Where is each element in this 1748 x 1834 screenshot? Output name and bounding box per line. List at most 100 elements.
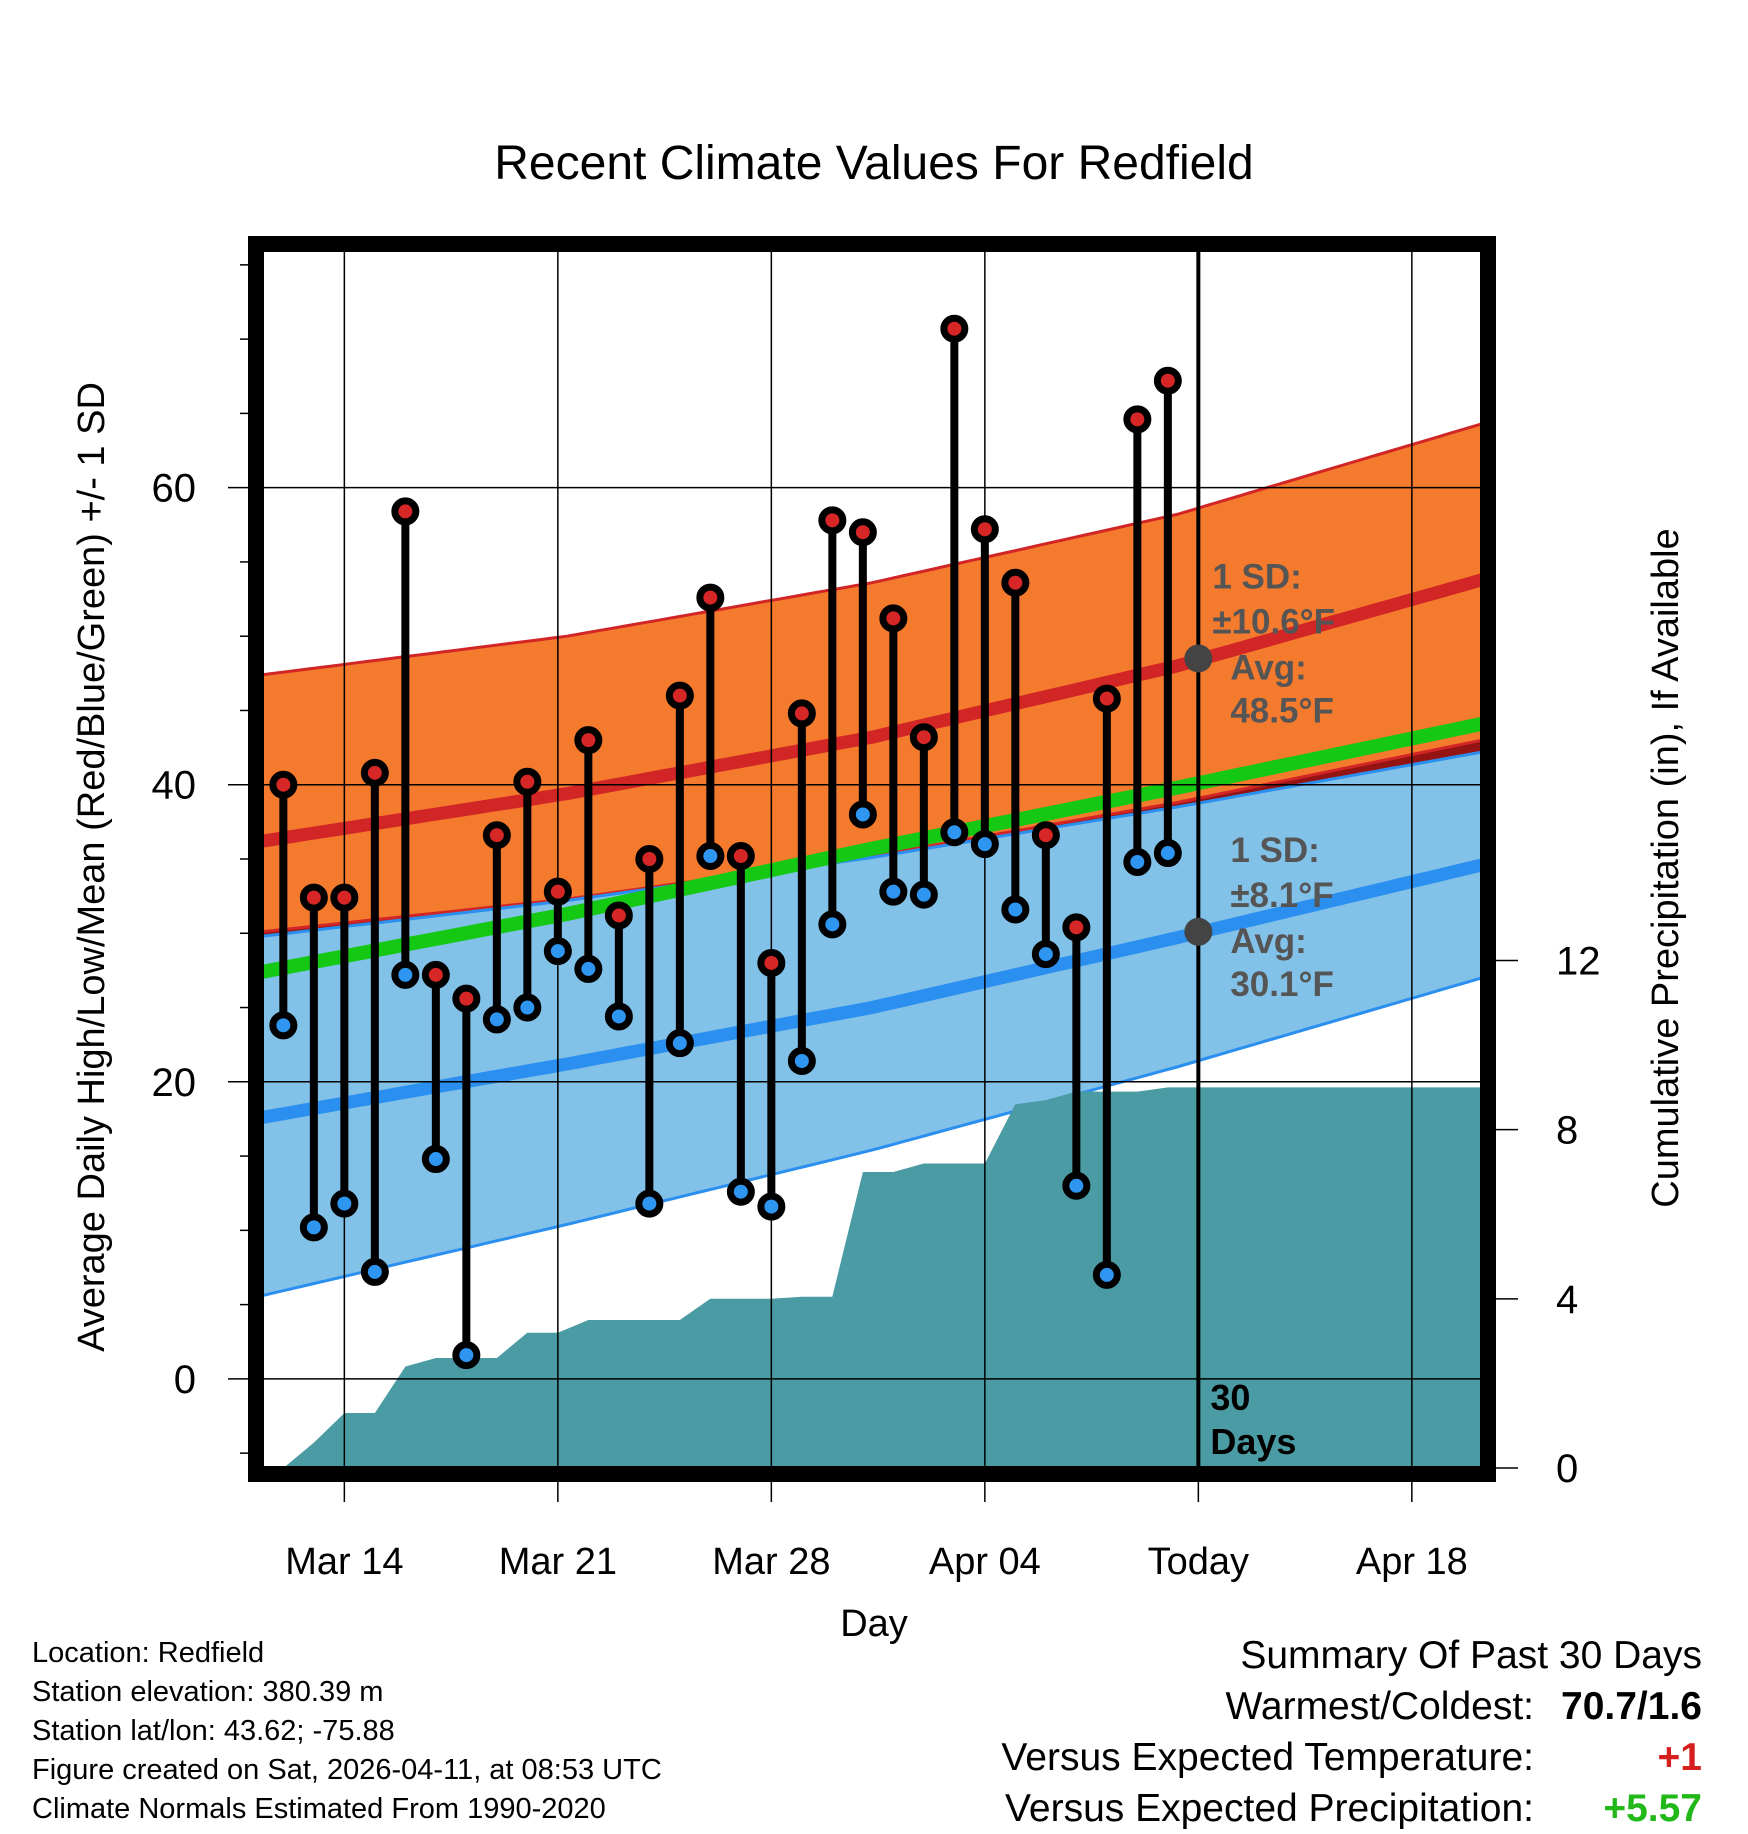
daily-high-marker <box>543 877 572 906</box>
warmest-coldest-value: 70.7/1.6 <box>1561 1685 1702 1728</box>
daily-low-marker <box>421 1145 450 1174</box>
daily-low-marker <box>269 1011 298 1040</box>
plot-area: 1 SD: ±10.6°F Avg: 48.5°F 1 SD: ±8.1°F Avg: 30.… <box>262 250 1482 1468</box>
daily-high-marker <box>696 583 725 612</box>
y-tick-label: 20 <box>152 1061 197 1105</box>
y-tick-label: 40 <box>152 764 197 808</box>
y2-axis-label: Cumulative Precipitation (in), If Availa… <box>1645 528 1687 1207</box>
daily-high-marker <box>421 960 450 989</box>
today-high-avg-marker <box>1184 644 1213 673</box>
y-tick-label: 0 <box>174 1358 196 1402</box>
daily-low-marker <box>299 1213 328 1242</box>
daily-low-marker <box>635 1189 664 1218</box>
daily-low-marker <box>909 880 938 909</box>
daily-high-marker <box>848 518 877 547</box>
normals-text: Climate Normals Estimated From 1990-2020 <box>32 1793 606 1825</box>
high-upper-line <box>262 422 1482 677</box>
daily-high-marker <box>1153 366 1182 395</box>
low-avg-value: 30.1°F <box>1230 965 1334 1004</box>
daily-low-marker <box>726 1177 755 1206</box>
daily-low-marker <box>1123 847 1152 876</box>
daily-high-marker <box>269 770 298 799</box>
high-avg-label: Avg: <box>1230 648 1306 687</box>
daily-low-marker <box>1062 1171 1091 1200</box>
x-tick-label: Today <box>1148 1541 1249 1583</box>
summary-panel: Summary Of Past 30 Days Warmest/Coldest:… <box>1001 1630 1702 1834</box>
daily-low-marker <box>604 1002 633 1031</box>
x-tick-label: Mar 21 <box>499 1541 617 1583</box>
plot-frame <box>248 236 1496 1482</box>
low-sd-band <box>262 752 1482 1296</box>
daily-low-marker <box>940 818 969 847</box>
daily-high-marker <box>818 506 847 535</box>
x-axis-label: Day <box>840 1603 908 1645</box>
daily-low-marker <box>1031 940 1060 969</box>
daily-high-marker <box>391 497 420 526</box>
precip-area <box>283 1087 1482 1468</box>
high-sd-label: 1 SD: <box>1212 557 1301 596</box>
days-count-label: 30 <box>1210 1377 1250 1418</box>
daily-low-marker <box>513 993 542 1022</box>
x-tick-label: Apr 18 <box>1356 1541 1468 1583</box>
low-sd-value: ±8.1°F <box>1230 876 1333 915</box>
daily-low-marker <box>757 1192 786 1221</box>
daily-low-marker <box>1153 839 1182 868</box>
daily-high-marker <box>360 758 389 787</box>
daily-low-marker <box>696 842 725 871</box>
daily-high-marker <box>299 883 328 912</box>
daily-low-marker <box>879 877 908 906</box>
daily-high-marker <box>665 681 694 710</box>
daily-high-marker <box>909 723 938 752</box>
temp-departure-value: +1 <box>1657 1736 1702 1779</box>
y2-tick-label: 0 <box>1556 1447 1578 1491</box>
daily-low-marker <box>391 960 420 989</box>
high-sd-band <box>262 423 1482 932</box>
y2-tick-label: 12 <box>1556 940 1601 984</box>
daily-high-marker <box>635 845 664 873</box>
low-avg-label: Avg: <box>1230 922 1306 961</box>
station-info: Location: Redfield Station elevation: 38… <box>32 1634 662 1829</box>
daily-low-marker <box>787 1047 816 1076</box>
y-axis-label: Average Daily High/Low/Mean (Red/Blue/Gr… <box>71 382 113 1352</box>
warmest-coldest-label: Warmest/Coldest: <box>1225 1685 1534 1728</box>
temp-departure-label: Versus Expected Temperature: <box>1001 1736 1534 1779</box>
daily-low-marker <box>330 1189 359 1218</box>
chart-title: Recent Climate Values For Redfield <box>494 137 1254 190</box>
daily-high-marker <box>879 604 908 633</box>
daily-low-marker <box>848 800 877 829</box>
daily-low-marker <box>360 1257 389 1286</box>
daily-high-marker <box>604 901 633 930</box>
daily-high-marker <box>787 699 816 728</box>
daily-high-marker <box>1062 913 1091 942</box>
x-tick-label: Mar 14 <box>285 1541 403 1583</box>
daily-low-marker <box>452 1341 481 1370</box>
elevation-text: Station elevation: 380.39 m <box>32 1676 384 1708</box>
precip-departure-label: Versus Expected Precipitation: <box>1005 1787 1534 1830</box>
daily-low-marker <box>1001 895 1030 924</box>
daily-low-marker <box>970 830 999 859</box>
daily-low-marker <box>543 937 572 966</box>
daily-high-marker <box>757 948 786 977</box>
daily-high-marker <box>726 842 755 871</box>
daily-low-marker <box>482 1005 511 1034</box>
daily-high-marker <box>574 726 603 755</box>
summary-heading: Summary Of Past 30 Days <box>1240 1634 1702 1677</box>
created-text: Figure created on Sat, 2026-04-11, at 08… <box>32 1754 662 1786</box>
daily-high-marker <box>1001 568 1030 597</box>
normal-high-line <box>262 573 1482 848</box>
y-tick-label: 60 <box>152 467 197 511</box>
y2-tick-label: 4 <box>1556 1278 1578 1322</box>
low-sd-label: 1 SD: <box>1230 831 1319 870</box>
x-tick-label: Apr 04 <box>929 1541 1041 1583</box>
daily-low-marker <box>818 910 847 939</box>
daily-low-marker <box>574 954 603 983</box>
y2-tick-label: 8 <box>1556 1109 1578 1153</box>
precip-departure-value: +5.57 <box>1603 1787 1702 1830</box>
high-sd-value: ±10.6°F <box>1212 602 1335 641</box>
daily-high-marker <box>482 821 511 850</box>
x-tick-label: Mar 28 <box>712 1541 830 1583</box>
daily-high-marker <box>1092 684 1121 713</box>
low-upper-line <box>262 750 1482 938</box>
daily-high-marker <box>970 515 999 544</box>
